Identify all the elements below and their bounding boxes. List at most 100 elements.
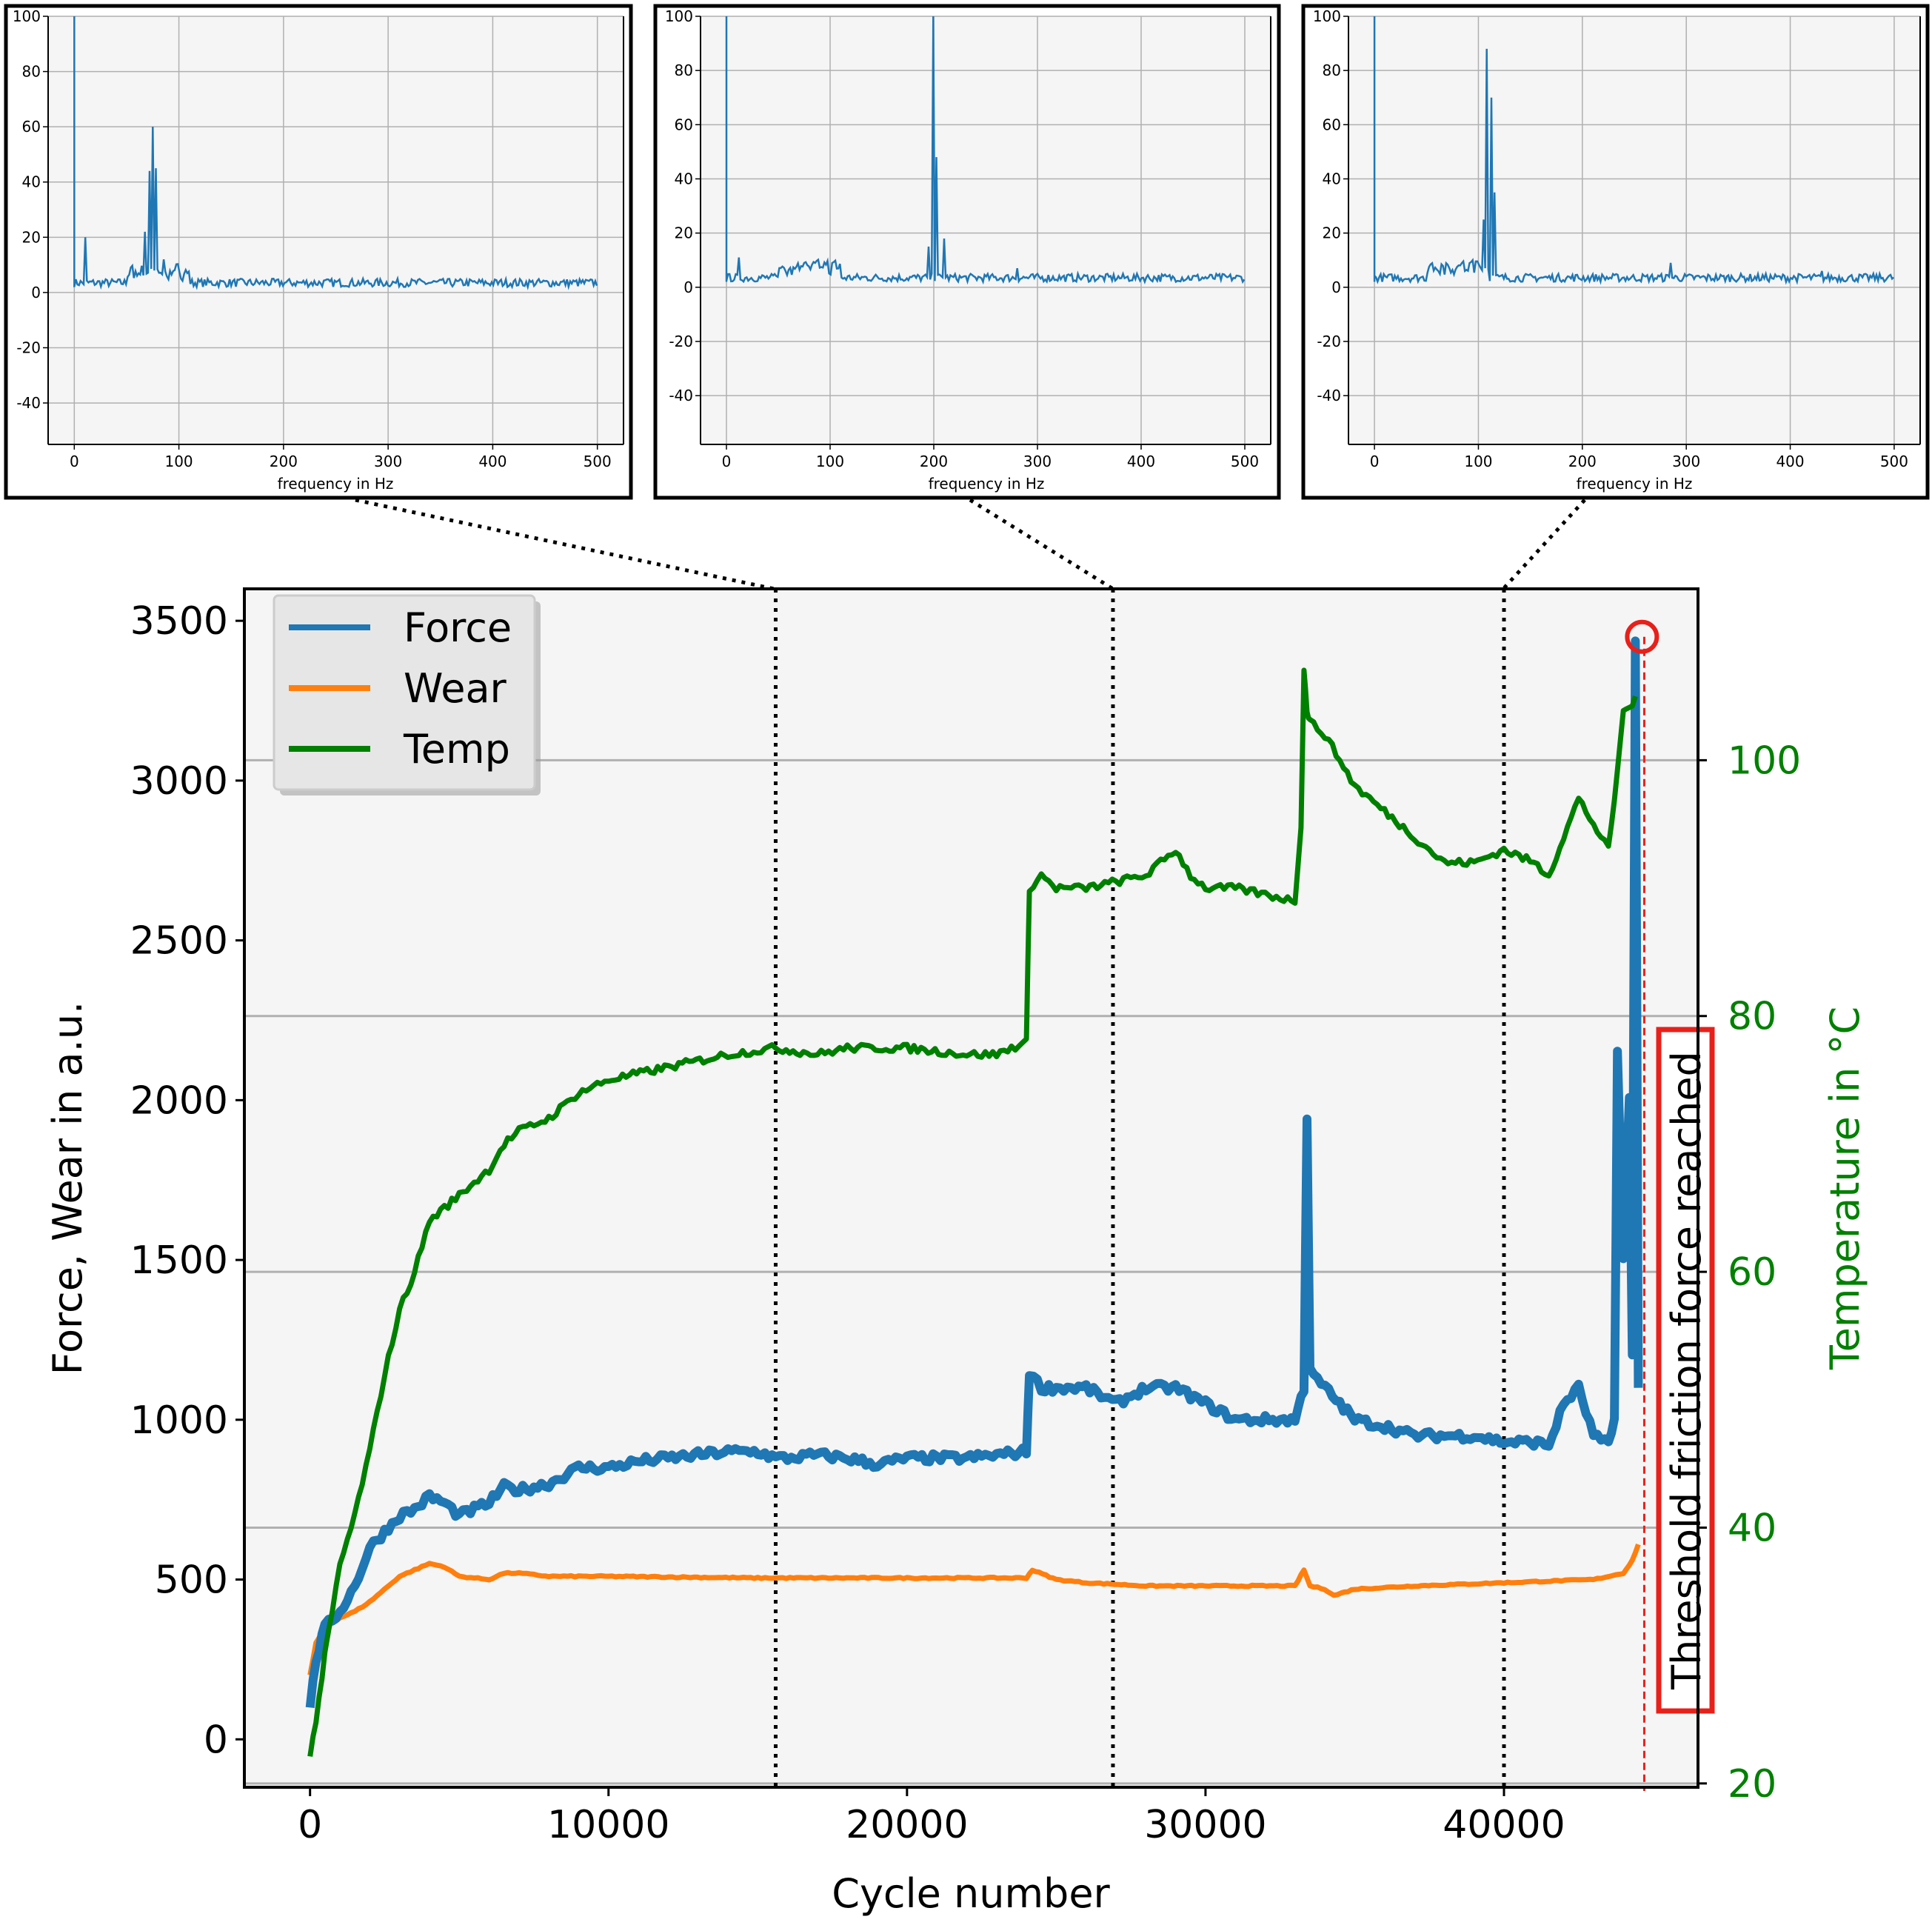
main-ytick-label: 500 (155, 1558, 228, 1603)
spectrum-ytick-label: -20 (16, 338, 41, 356)
spectrum-2-line (725, 16, 1246, 285)
spectrum-ytick-label: 80 (1323, 61, 1341, 79)
spectrum-ytick-label: 100 (1313, 7, 1341, 25)
spectrum-ytick-label: 60 (675, 116, 693, 133)
spectrum-ytick-label: 80 (675, 61, 693, 79)
spectrum-2-plot-area (701, 16, 1271, 444)
spectrum-ytick-label: 40 (22, 173, 41, 191)
legend: Force Wear Temp (273, 594, 541, 795)
main-ytick-label: 1000 (130, 1398, 228, 1443)
spectrum-xtick-label: 500 (1880, 453, 1908, 470)
threshold-marker (1625, 619, 1659, 654)
main-series (305, 636, 1643, 1757)
legend-label-force: Force (404, 604, 512, 651)
connector-2 (969, 498, 1114, 591)
main-xtick-label: 40000 (1443, 1803, 1565, 1847)
spectrum-ytick-label: -20 (1317, 333, 1341, 350)
spectrum-ytick-label: 20 (1323, 224, 1341, 242)
spectrum-3-grid (1348, 16, 1920, 444)
threshold-label: Threshold friction force reached (1663, 1051, 1710, 1690)
connector-1 (355, 498, 775, 591)
main-ticks: 2040608010005001000150020002500300035000… (130, 599, 1802, 1847)
main-ytick-label: 3000 (130, 759, 228, 804)
main-marker-lines (773, 589, 1506, 1787)
spectrum-inset-3: 0 100 200 300 400 500 -40 -20 0 20 40 60 80 100 frequ… (1301, 4, 1930, 500)
spectrum-xtick-label: 100 (164, 453, 193, 470)
main-xlabel: Cycle number (832, 1870, 1110, 1917)
connector-3 (1502, 498, 1586, 590)
main-y2tick-label: 20 (1728, 1762, 1776, 1807)
spectrum-2-grid (701, 16, 1271, 444)
spectrum-xtick-label: 100 (1464, 453, 1492, 470)
main-ytick-label: 2500 (130, 919, 228, 964)
spectrum-xtick-label: 0 (1370, 453, 1380, 470)
series-force-line (305, 636, 1643, 1709)
spectrum-xtick-label: 300 (1672, 453, 1700, 470)
spectrum-xtick-label: 500 (1231, 453, 1259, 470)
spectrum-ytick-label: 60 (1323, 116, 1341, 133)
spectrum-xtick-label: 200 (920, 453, 948, 470)
threshold-annotation: Threshold friction force reached (1625, 619, 1715, 1791)
main-xtick-label: 20000 (846, 1803, 968, 1847)
spectrum-inset-1: 0 100 200 300 400 500 -40 -20 0 20 40 60 80 100 frequ… (4, 4, 633, 500)
spectrum-ytick-label: 100 (13, 7, 41, 25)
spectrum-xtick-label: 400 (1127, 453, 1155, 470)
spectrum-xtick-label: 200 (270, 453, 298, 470)
spectrum-xtick-label: 200 (1568, 453, 1597, 470)
main-y2label: Temperature in °C (1822, 1007, 1868, 1370)
spectrum-2-ticks: 0 100 200 300 400 500 -40 -20 0 20 40 60 80 100 (665, 7, 1271, 470)
main-chart: Threshold friction force reached 20 40 60 8… (44, 587, 1868, 1917)
main-frame (243, 587, 1699, 1789)
spectrum-xtick-label: 0 (70, 453, 79, 470)
main-y2tick-label: 60 (1728, 1250, 1776, 1295)
main-ytick-label: 2000 (130, 1078, 228, 1123)
spectrum-2-xlabel: frequency in Hz (929, 475, 1045, 493)
spectrum-3-xlabel: frequency in Hz (1577, 475, 1693, 493)
main-y2tick-label: 100 (1728, 738, 1801, 783)
spectrum-ytick-label: -40 (16, 394, 41, 412)
main-y2tick-label: 40 (1728, 1506, 1776, 1550)
spectrum-ytick-label: 0 (1331, 278, 1341, 296)
spectrum-3-line (1373, 16, 1895, 285)
spectrum-xtick-label: 300 (374, 453, 402, 470)
spectrum-ytick-label: -40 (1317, 387, 1341, 404)
series-wear-line (307, 1543, 1641, 1676)
main-xtick-label: 30000 (1144, 1803, 1266, 1847)
spectrum-ytick-label: 40 (1323, 170, 1341, 187)
spectrum-3-plot-area (1348, 16, 1920, 444)
inset-connectors (355, 498, 1586, 591)
spectrum-ytick-label: 0 (683, 278, 693, 296)
spectrum-ytick-label: -20 (669, 333, 693, 350)
spectrum-ytick-label: 40 (675, 170, 693, 187)
main-xtick-label: 0 (298, 1803, 322, 1847)
legend-label-temp: Temp (403, 726, 510, 773)
spectrum-ytick-label: 0 (31, 284, 41, 301)
spectrum-xtick-label: 0 (722, 453, 732, 470)
legend-box (273, 594, 536, 791)
spectrum-ytick-label: -40 (669, 387, 693, 404)
spectrum-xtick-label: 100 (816, 453, 844, 470)
threshold-label-box (1656, 1027, 1715, 1714)
spectrum-3-ticks: 0 100 200 300 400 500 -40 -20 0 20 40 60 80 100 (1313, 7, 1921, 470)
spectrum-1-line (73, 16, 598, 291)
spectrum-ytick-label: 20 (675, 224, 693, 242)
spectrum-xtick-label: 300 (1023, 453, 1052, 470)
main-ylabel: Force, Wear in a.u. (44, 1001, 91, 1375)
spectrum-xtick-label: 500 (584, 453, 612, 470)
main-ytick-label: 1500 (130, 1238, 228, 1283)
main-ytick-label: 0 (204, 1718, 228, 1762)
main-ytick-label: 3500 (130, 599, 228, 644)
spectrum-1-ticks: 0 100 200 300 400 500 -40 -20 0 20 40 60 80 100 (13, 7, 624, 470)
legend-label-wear: Wear (404, 665, 507, 712)
spectrum-inset-2: 0 100 200 300 400 500 -40 -20 0 20 40 60 80 100 frequ… (653, 4, 1281, 500)
series-temp-line (307, 667, 1638, 1757)
spectrum-1-plot-area (48, 16, 624, 444)
spectrum-ytick-label: 80 (22, 63, 41, 81)
spectrum-ytick-label: 100 (665, 7, 693, 25)
spectrum-xtick-label: 400 (478, 453, 507, 470)
spectrum-xtick-label: 400 (1776, 453, 1804, 470)
main-xtick-label: 10000 (547, 1803, 669, 1847)
main-y2tick-label: 80 (1728, 995, 1776, 1039)
spectrum-1-xlabel: frequency in Hz (278, 475, 394, 493)
